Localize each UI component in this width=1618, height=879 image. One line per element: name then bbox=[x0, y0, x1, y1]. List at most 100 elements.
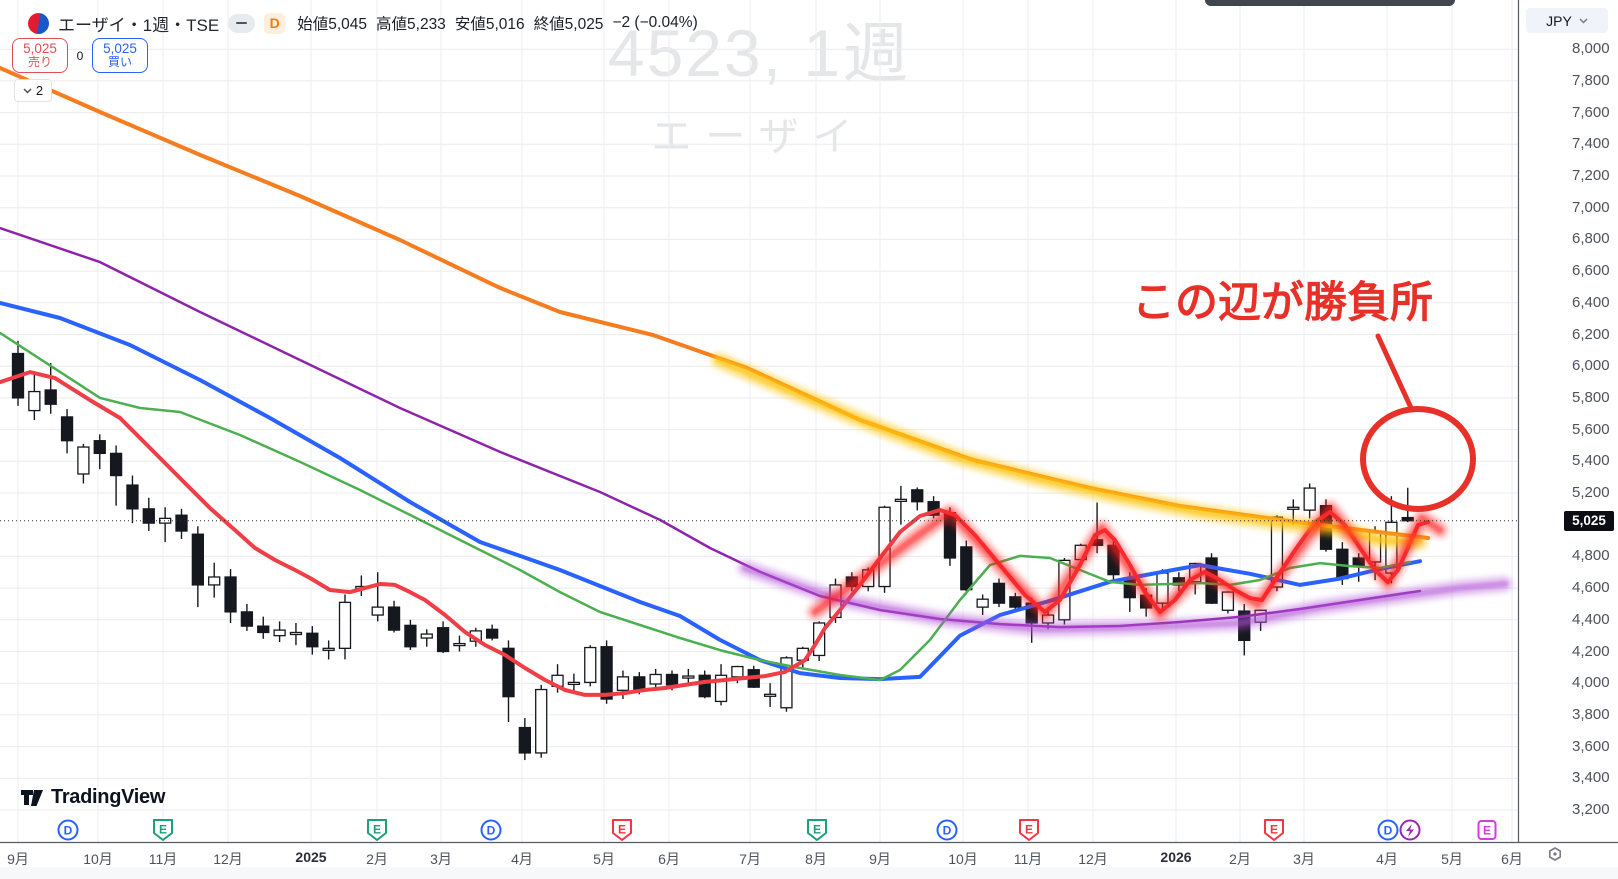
price-tick-label: 7,000 bbox=[1572, 198, 1610, 216]
candle-body bbox=[1401, 516, 1414, 522]
candle-body bbox=[698, 674, 711, 698]
candle-body bbox=[665, 673, 679, 686]
svg-text:E: E bbox=[373, 823, 381, 837]
price-tick-label: 3,200 bbox=[1572, 801, 1610, 818]
currency-label: JPY bbox=[1546, 12, 1572, 29]
ohlc-values: 始値5,045 高値5,233 安値5,016 終値5,025 −2 (−0.0… bbox=[297, 12, 698, 34]
yellow-highlighter bbox=[715, 357, 1423, 545]
candle-body bbox=[306, 632, 319, 648]
dividend-icon[interactable]: D bbox=[480, 819, 502, 841]
time-tick-label: 6月 bbox=[658, 851, 680, 867]
time-tick-label: 11月 bbox=[1013, 851, 1043, 867]
time-tick-label: 12月 bbox=[213, 851, 243, 867]
earnings-icon[interactable]: E bbox=[367, 819, 387, 841]
collapse-count: 2 bbox=[35, 83, 44, 98]
candle-body bbox=[453, 642, 466, 647]
floating-toolbar-edge bbox=[1205, 0, 1455, 6]
candle-body bbox=[1287, 506, 1300, 510]
dividend-icon[interactable]: D bbox=[57, 819, 79, 841]
candle-body bbox=[535, 688, 548, 754]
bottom-margin bbox=[0, 867, 1618, 879]
gridlines bbox=[0, 0, 1518, 842]
data-mode-badge[interactable]: D bbox=[264, 12, 286, 34]
earnings-icon[interactable]: E bbox=[807, 819, 827, 841]
earnings-icon[interactable]: E bbox=[1477, 820, 1497, 840]
price-tick-label: 5,800 bbox=[1572, 388, 1610, 406]
time-tick-label: 9月 bbox=[7, 851, 29, 867]
earnings-icon[interactable]: E bbox=[1019, 819, 1039, 841]
svg-text:E: E bbox=[1025, 823, 1033, 837]
time-tick-label: 6月 bbox=[1501, 851, 1523, 867]
time-tick-label: 10月 bbox=[948, 851, 978, 867]
candle-body bbox=[158, 517, 172, 524]
price-tick-label: 4,200 bbox=[1572, 642, 1610, 660]
dividend-icon[interactable]: D bbox=[936, 819, 958, 841]
candle-body bbox=[257, 625, 270, 634]
time-tick-label: 4月 bbox=[511, 851, 533, 867]
minus-icon bbox=[236, 21, 248, 25]
annotation-circle bbox=[1360, 406, 1476, 512]
price-tick-label: 5,600 bbox=[1572, 420, 1610, 438]
candle-body bbox=[175, 514, 188, 532]
svg-text:D: D bbox=[1384, 824, 1393, 838]
minimize-legend-button[interactable] bbox=[228, 13, 256, 33]
axis-settings-button[interactable] bbox=[1546, 846, 1564, 869]
candle-body bbox=[371, 606, 384, 616]
candle-body bbox=[682, 675, 695, 679]
chevron-down-icon bbox=[1579, 17, 1588, 24]
tradingview-logo[interactable]: TradingView bbox=[20, 786, 165, 809]
red-ma-line bbox=[0, 370, 1430, 697]
low-value: 5,016 bbox=[485, 16, 525, 33]
open-label: 始値 bbox=[297, 16, 329, 33]
time-tick-label: 3月 bbox=[1293, 851, 1315, 867]
time-tick-label: 2月 bbox=[1229, 851, 1251, 867]
price-tick-label: 7,400 bbox=[1572, 135, 1610, 153]
price-tick-label: 6,400 bbox=[1572, 293, 1610, 311]
candle-body bbox=[763, 693, 777, 697]
currency-selector[interactable]: JPY bbox=[1526, 8, 1608, 33]
symbol-legend[interactable]: エーザイ・1週・TSE D 始値5,045 高値5,233 安値5,016 終値… bbox=[28, 10, 698, 36]
earnings-icon[interactable]: E bbox=[612, 819, 632, 841]
svg-text:D: D bbox=[487, 824, 496, 838]
svg-text:E: E bbox=[159, 823, 167, 837]
candle-body bbox=[502, 647, 515, 698]
earnings-icon[interactable]: E bbox=[153, 819, 173, 841]
sell-button[interactable]: 5,025 売り bbox=[12, 38, 68, 73]
collapse-indicators-button[interactable]: 2 bbox=[14, 79, 52, 102]
time-tick-label: 2月 bbox=[366, 851, 388, 867]
candle-body bbox=[338, 601, 352, 649]
candle-body bbox=[60, 416, 74, 442]
dividend-icon[interactable]: D bbox=[1377, 819, 1399, 841]
price-tick-label: 7,200 bbox=[1572, 167, 1610, 184]
candle-body bbox=[436, 627, 450, 653]
spread-value: 0 bbox=[76, 48, 84, 63]
price-tick-label: 5,400 bbox=[1572, 452, 1610, 470]
symbol-title[interactable]: エーザイ・1週・TSE bbox=[58, 15, 220, 35]
price-tick-label: 7,800 bbox=[1572, 71, 1610, 89]
candle-body bbox=[322, 647, 335, 651]
yellow-highlighter bbox=[711, 353, 1427, 549]
price-tick-label: 6,600 bbox=[1572, 262, 1610, 280]
time-tick-label: 2026 bbox=[1160, 849, 1192, 865]
candle-body bbox=[731, 665, 744, 678]
sell-price: 5,025 bbox=[23, 41, 57, 57]
candle-body bbox=[109, 452, 123, 477]
close-label: 終値 bbox=[533, 16, 565, 33]
trade-panel: 5,025 売り 0 5,025 買い bbox=[12, 38, 148, 73]
price-tick-label: 8,000 bbox=[1572, 40, 1610, 58]
svg-text:E: E bbox=[813, 823, 821, 837]
open-value: 5,045 bbox=[328, 16, 367, 33]
buy-button[interactable]: 5,025 買い bbox=[92, 38, 148, 73]
earnings-icon[interactable]: E bbox=[1264, 819, 1284, 841]
alert-icon[interactable] bbox=[1399, 819, 1421, 841]
time-tick-label: 11月 bbox=[148, 851, 178, 867]
purple-highlighter bbox=[742, 565, 1508, 632]
price-tick-label: 4,000 bbox=[1572, 674, 1610, 692]
candle-body bbox=[485, 628, 499, 639]
symbol-logo-icon bbox=[28, 12, 49, 34]
candle-body bbox=[240, 611, 254, 627]
change-value: −2 (−0.04%) bbox=[612, 14, 698, 31]
candle-body bbox=[780, 657, 793, 709]
